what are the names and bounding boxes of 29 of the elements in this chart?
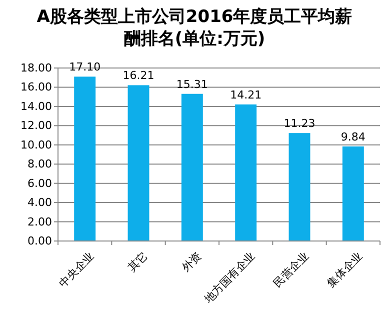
- y-tick-label: 0.00: [28, 234, 52, 248]
- bar: [235, 104, 257, 241]
- data-label: 17.10: [69, 60, 101, 74]
- data-label: 16.21: [122, 69, 154, 82]
- data-label: 9.84: [340, 130, 366, 144]
- y-tick-label: 12.00: [20, 119, 52, 132]
- y-tick-label: 16.00: [20, 80, 52, 94]
- y-tick-label: 4.00: [28, 196, 52, 210]
- y-tick-label: 6.00: [28, 176, 52, 190]
- y-tick-label: 18.00: [20, 62, 52, 74]
- x-tick-label: 中央企业: [56, 250, 97, 290]
- data-label: 11.23: [284, 117, 316, 130]
- x-tick-label: 地方国有企业: [201, 250, 258, 306]
- bar: [342, 146, 364, 241]
- bar: [288, 133, 310, 241]
- bar: [74, 76, 96, 241]
- x-tick-label: 外资: [179, 250, 204, 274]
- bar: [181, 94, 203, 241]
- y-tick-label: 14.00: [20, 100, 52, 113]
- data-label: 15.31: [176, 78, 208, 91]
- y-tick-label: 8.00: [28, 158, 52, 171]
- chart-title: A股各类型上市公司2016年度员工平均薪酬排名(单位:万元): [36, 7, 352, 49]
- y-tick-label: 10.00: [20, 138, 52, 152]
- x-tick-label: 民营企业: [270, 250, 312, 290]
- data-label: 14.21: [230, 88, 262, 102]
- x-tick-label: 集体企业: [324, 250, 365, 290]
- y-tick-label: 2.00: [28, 215, 52, 228]
- bar: [128, 85, 150, 241]
- x-tick-label: 其它: [126, 250, 150, 274]
